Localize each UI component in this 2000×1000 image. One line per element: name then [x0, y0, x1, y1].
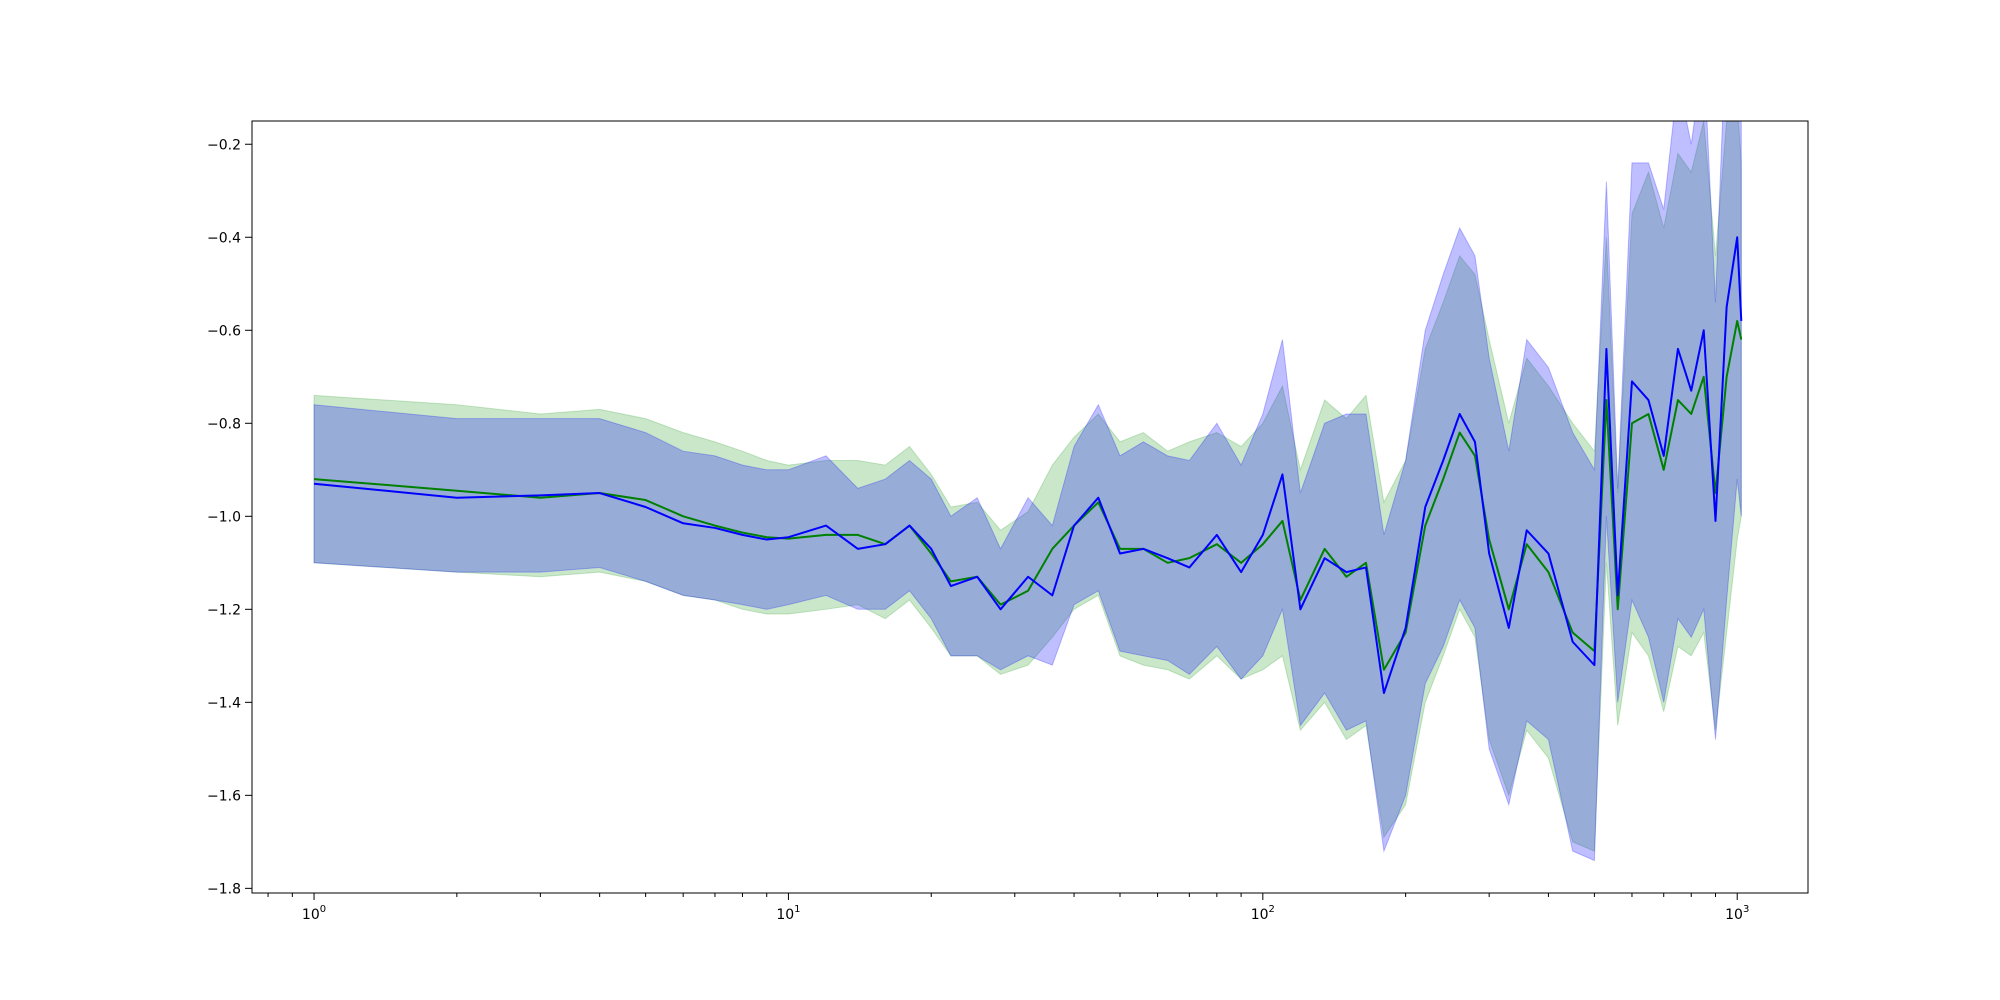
y-tick-label: −1.0 [207, 509, 241, 525]
y-tick-label: −0.8 [207, 416, 241, 432]
x-tick-base: 10 [1251, 907, 1269, 923]
x-tick-exponent: 3 [1743, 904, 1749, 915]
x-tick-exponent: 2 [1269, 904, 1275, 915]
x-tick-exponent: 1 [794, 904, 800, 915]
y-tick-label: −0.2 [207, 137, 241, 153]
x-tick-label: 103 [1725, 904, 1749, 923]
plot-area [313, 121, 1743, 862]
x-tick-label: 101 [776, 904, 800, 923]
confidence-band-series-2 [313, 121, 1742, 862]
series-line-1 [313, 319, 1743, 671]
x-tick-exponent: 0 [320, 904, 326, 915]
x-tick-label: 100 [302, 904, 326, 923]
y-tick-label: −1.8 [207, 881, 241, 897]
y-tick-label: −0.4 [207, 230, 241, 246]
y-tick-label: −0.6 [207, 323, 241, 339]
y-tick-label: −1.2 [207, 602, 241, 618]
x-tick-label: 102 [1251, 904, 1275, 923]
x-tick-base: 10 [1725, 907, 1743, 923]
axes-frame [251, 120, 1809, 894]
x-tick-base: 10 [302, 907, 320, 923]
y-tick-label: −1.6 [207, 788, 241, 804]
series-line-2 [313, 236, 1743, 695]
y-tick-label: −1.4 [207, 695, 241, 711]
x-tick-base: 10 [776, 907, 794, 923]
